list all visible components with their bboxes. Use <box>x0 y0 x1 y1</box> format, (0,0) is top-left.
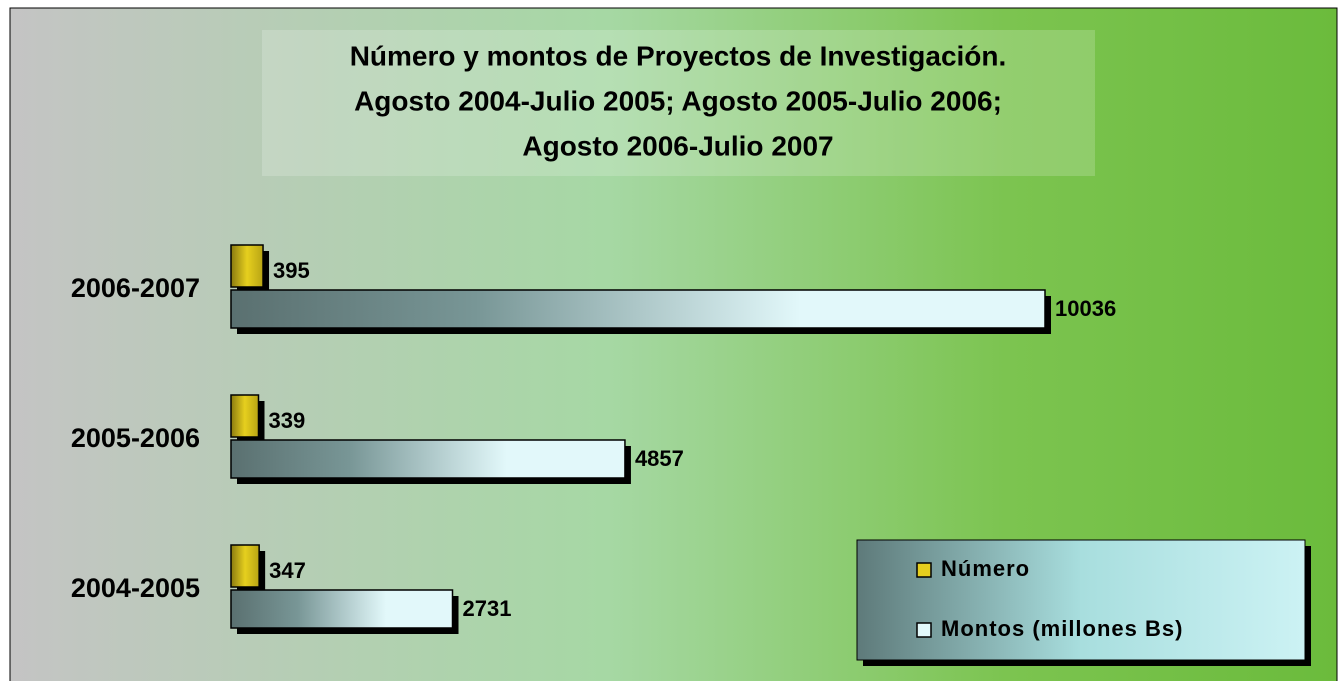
data-label: 339 <box>268 408 305 433</box>
bar <box>230 589 454 629</box>
y-tick-label: 2004-2005 <box>71 573 200 603</box>
data-label: 4857 <box>635 446 684 471</box>
legend-label: Montos (millones Bs) <box>941 616 1183 641</box>
bar <box>230 439 626 479</box>
data-label: 2731 <box>463 596 512 621</box>
bar <box>230 394 260 438</box>
chart-title: Agosto 2004-Julio 2005; Agosto 2005-Juli… <box>354 85 1002 116</box>
y-tick-label: 2006-2007 <box>71 273 200 303</box>
title-box <box>262 30 1095 176</box>
chart-title: Número y montos de Proyectos de Investig… <box>350 40 1007 71</box>
bar <box>230 289 1046 329</box>
bar <box>230 544 260 588</box>
y-tick-label: 2005-2006 <box>71 423 200 453</box>
data-label: 10036 <box>1055 296 1116 321</box>
legend-swatch <box>916 562 932 578</box>
legend-swatch <box>916 622 932 638</box>
chart-title: Agosto 2006-Julio 2007 <box>522 130 833 161</box>
data-label: 395 <box>273 258 310 283</box>
data-label: 347 <box>269 558 306 583</box>
bar <box>230 244 264 288</box>
legend-label: Número <box>941 556 1030 581</box>
legend <box>856 539 1306 661</box>
